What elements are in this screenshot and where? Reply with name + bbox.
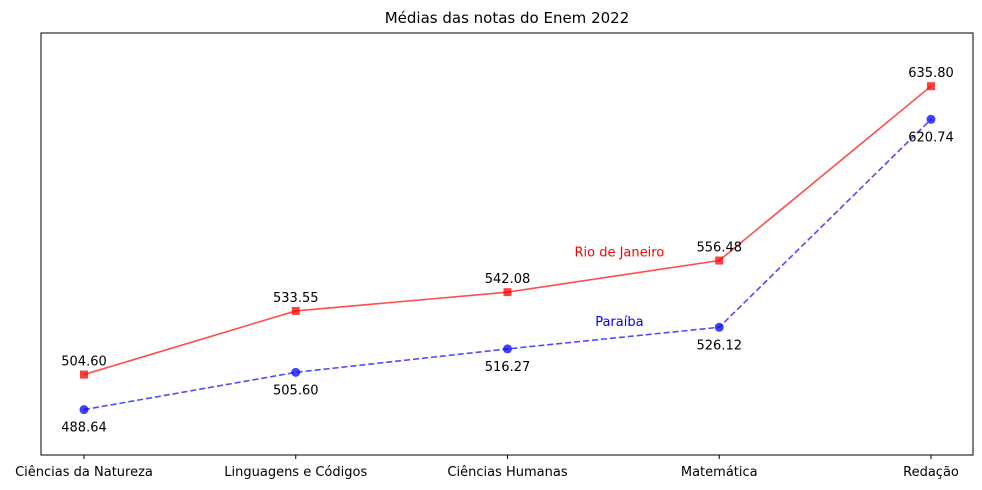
data-point (291, 367, 301, 377)
x-tick-label: Ciências Humanas (447, 465, 567, 480)
x-tick-label: Ciências da Natureza (15, 465, 153, 480)
series-paraiba: 488.64 505.60 516.27 526.12 620.74 Paraíba (61, 114, 954, 436)
data-label: 556.48 (697, 241, 743, 256)
chart-title: Médias das notas do Enem 2022 (385, 9, 630, 27)
data-label: 488.64 (61, 421, 107, 436)
data-point (503, 344, 512, 354)
data-label: 542.08 (485, 272, 531, 287)
data-point (79, 405, 89, 415)
x-axis: Ciências da Natureza Linguagens e Códigos… (15, 455, 959, 480)
data-point (80, 370, 88, 379)
data-point (291, 306, 300, 315)
series-name-label: Rio de Janeiro (574, 245, 664, 260)
data-label: 533.55 (273, 291, 319, 306)
series-name-label: Paraíba (595, 315, 643, 330)
x-tick-label: Matemática (681, 465, 758, 480)
data-label: 635.80 (908, 66, 954, 81)
data-label: 505.60 (273, 383, 319, 398)
data-point (927, 82, 935, 91)
data-label: 526.12 (697, 338, 743, 353)
data-point (503, 288, 512, 297)
x-tick-label: Linguagens e Códigos (224, 465, 367, 480)
data-point (714, 322, 724, 332)
series-rio-de-janeiro: 504.60 533.55 542.08 556.48 635.80 Rio de Jan… (61, 66, 954, 379)
data-label: 516.27 (485, 360, 531, 375)
data-label: 504.60 (61, 355, 107, 370)
series-line (83, 85, 932, 376)
data-point (715, 256, 724, 265)
data-label: 620.74 (908, 130, 954, 145)
series-layer: 504.60 533.55 542.08 556.48 635.80 Rio de Jan… (61, 66, 954, 435)
x-tick-label: Redação (903, 465, 959, 480)
plot-area-frame (40, 32, 974, 456)
data-point (926, 114, 936, 124)
